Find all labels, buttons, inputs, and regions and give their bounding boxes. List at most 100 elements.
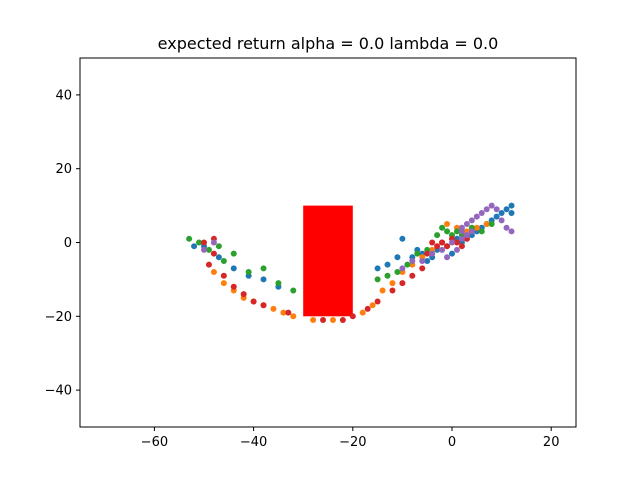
scatter-point: [414, 250, 421, 257]
scatter-point: [349, 313, 356, 320]
scatter-point: [424, 250, 431, 257]
scatter-point: [493, 206, 500, 213]
scatter-point: [220, 280, 227, 287]
scatter-point: [250, 298, 257, 305]
scatter-point: [508, 202, 515, 209]
scatter-point: [220, 257, 227, 264]
scatter-point: [453, 246, 460, 253]
scatter-point: [473, 213, 480, 220]
x-tick-label: 20: [543, 435, 560, 450]
y-tick-label: −40: [45, 384, 72, 399]
scatter-point: [260, 265, 267, 272]
scatter-point: [488, 202, 495, 209]
scatter-point: [230, 250, 237, 257]
scatter-point: [205, 261, 212, 268]
scatter-point: [369, 302, 376, 309]
scatter-point: [196, 239, 203, 246]
scatter-point: [260, 302, 267, 309]
scatter-point: [444, 221, 451, 228]
scatter-point: [280, 309, 287, 316]
y-tick-label: 20: [55, 162, 72, 177]
scatter-point: [503, 224, 510, 231]
scatter-point: [399, 235, 406, 242]
scatter-point: [186, 235, 193, 242]
scatter-point: [374, 276, 381, 283]
scatter-point: [488, 221, 495, 228]
scatter-point: [498, 217, 505, 224]
scatter-point: [439, 239, 446, 246]
scatter-point: [439, 224, 446, 231]
scatter-point: [463, 232, 470, 239]
scatter-point: [439, 246, 446, 253]
scatter-point: [444, 243, 451, 250]
scatter-point: [419, 265, 426, 272]
scatter-point: [215, 254, 222, 261]
scatter-point: [240, 291, 247, 298]
scatter-point: [389, 287, 396, 294]
scatter-point: [458, 228, 465, 235]
scatter-point: [468, 228, 475, 235]
scatter-point: [210, 269, 217, 276]
scatter-point: [230, 265, 237, 272]
scatter-point: [429, 239, 436, 246]
scatter-point: [493, 213, 500, 220]
y-axis: −40 −20 0 20 40: [45, 88, 80, 399]
scatter-point: [434, 243, 441, 250]
scatter-point: [434, 232, 441, 239]
y-tick-label: −20: [45, 310, 72, 325]
scatter-point: [384, 272, 391, 279]
scatter-series-4: [201, 235, 470, 323]
scatter-point: [384, 261, 391, 268]
scatter-point: [374, 265, 381, 272]
scatter-point: [424, 257, 431, 264]
scatter-point: [478, 209, 485, 216]
scatter-point: [503, 206, 510, 213]
scatter-point: [320, 316, 327, 323]
y-tick-label: 40: [55, 88, 72, 103]
scatter-point: [483, 206, 490, 213]
scatter-point: [453, 228, 460, 235]
chart-title: expected return alpha = 0.0 lambda = 0.0: [158, 34, 499, 53]
scatter-point: [359, 309, 366, 316]
x-tick-label: −40: [240, 435, 267, 450]
scatter-point: [210, 250, 217, 257]
scatter-point: [220, 272, 227, 279]
x-tick-label: 0: [448, 435, 456, 450]
scatter-point: [310, 316, 317, 323]
obstacle-rect: [303, 205, 353, 317]
scatter-point: [458, 243, 465, 250]
scatter-point: [404, 261, 411, 268]
scatter-point: [275, 280, 282, 287]
scatter-point: [201, 246, 207, 253]
scatter-point: [508, 209, 515, 216]
x-tick-label: −20: [339, 435, 366, 450]
scatter-point: [270, 305, 277, 312]
scatter-point: [290, 287, 297, 294]
scatter-point: [191, 243, 198, 250]
scatter-point: [339, 316, 346, 323]
scatter-point: [468, 217, 475, 224]
scatter-point: [508, 228, 515, 235]
scatter-point: [285, 309, 292, 316]
scatter-series-5: [201, 202, 515, 272]
scatter-point: [230, 283, 237, 290]
scatter-point: [205, 246, 212, 253]
scatter-point: [429, 250, 436, 257]
scatter-point: [215, 243, 222, 250]
scatter-point: [399, 265, 406, 272]
scatter-point: [364, 305, 371, 312]
scatter-point: [444, 228, 451, 235]
scatter-point: [374, 298, 381, 305]
scatter-point: [449, 239, 455, 246]
scatter-point: [419, 257, 426, 264]
scatter-point: [394, 254, 401, 261]
scatter-point: [389, 280, 396, 287]
x-axis: −60 −40 −20 0 20: [141, 427, 560, 450]
scatter-point: [409, 257, 416, 264]
scatter-point: [453, 239, 460, 246]
obstacle-layer: [303, 205, 353, 317]
scatter-point: [290, 313, 297, 320]
scatter-point: [409, 272, 416, 279]
scatter-point: [483, 221, 490, 228]
